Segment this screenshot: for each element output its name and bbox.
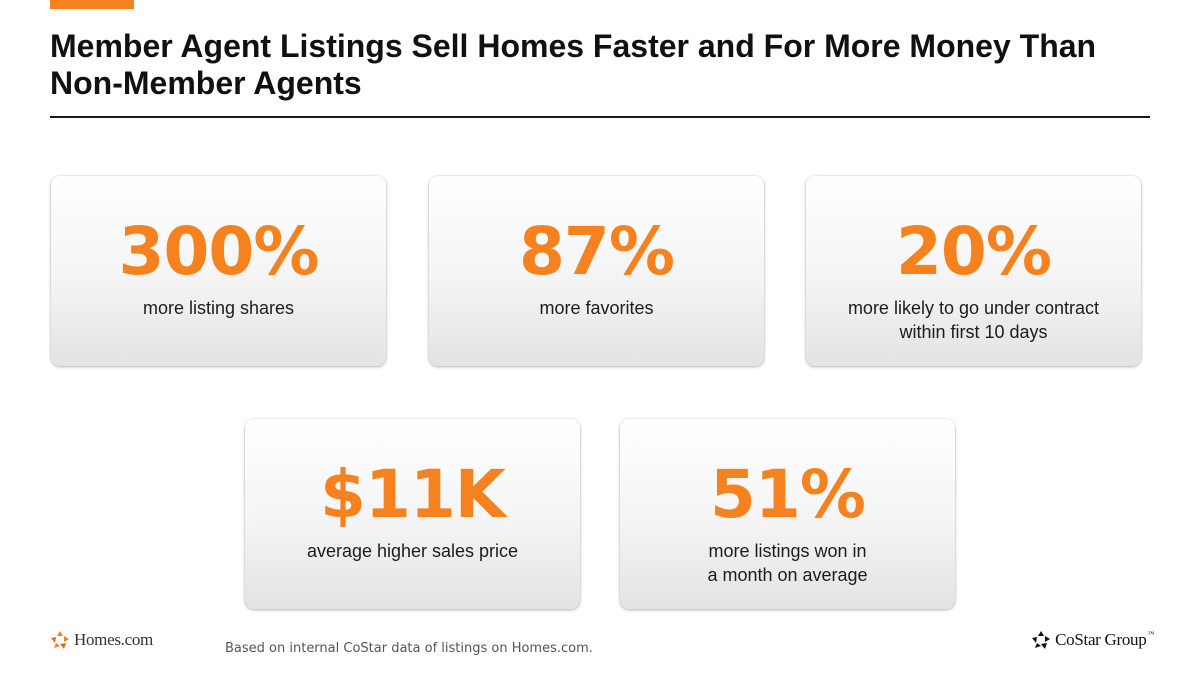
stat-card-sales-price: $11K average higher sales price <box>245 419 580 609</box>
stat-value: 20% <box>896 213 1052 290</box>
stat-value: 87% <box>519 213 675 290</box>
stat-label: more listing shares <box>142 298 295 318</box>
homes-mark-icon <box>51 631 69 649</box>
page-title: Member Agent Listings Sell Homes Faster … <box>50 28 1097 101</box>
title-divider <box>50 116 1150 118</box>
stat-value: $11K <box>320 456 506 533</box>
costar-mark-icon <box>1032 631 1051 649</box>
stat-value: 51% <box>710 456 866 533</box>
stat-label: more favorites <box>539 298 654 318</box>
stat-label: more likely to go under contract within … <box>847 298 1100 342</box>
footnote: Based on internal CoStar data of listing… <box>225 641 593 656</box>
accent-bar <box>50 0 134 9</box>
stat-label: average higher sales price <box>306 541 519 561</box>
stat-card-listings-won: 51% more listings won in a month on aver… <box>620 419 955 609</box>
stat-value: 300% <box>118 213 320 290</box>
homes-logo: Homes.com <box>50 628 153 652</box>
stat-card-favorites: 87% more favorites <box>429 176 764 366</box>
stat-label: more listings won in a month on average <box>707 541 868 585</box>
stat-card-listing-shares: 300% more listing shares <box>51 176 386 366</box>
costar-logo: CoStar Group™ <box>1031 628 1154 652</box>
costar-logo-text: CoStar Group™ <box>1055 630 1154 649</box>
stat-card-under-contract: 20% more likely to go under contract wit… <box>806 176 1141 366</box>
homes-logo-text: Homes.com <box>74 630 153 649</box>
